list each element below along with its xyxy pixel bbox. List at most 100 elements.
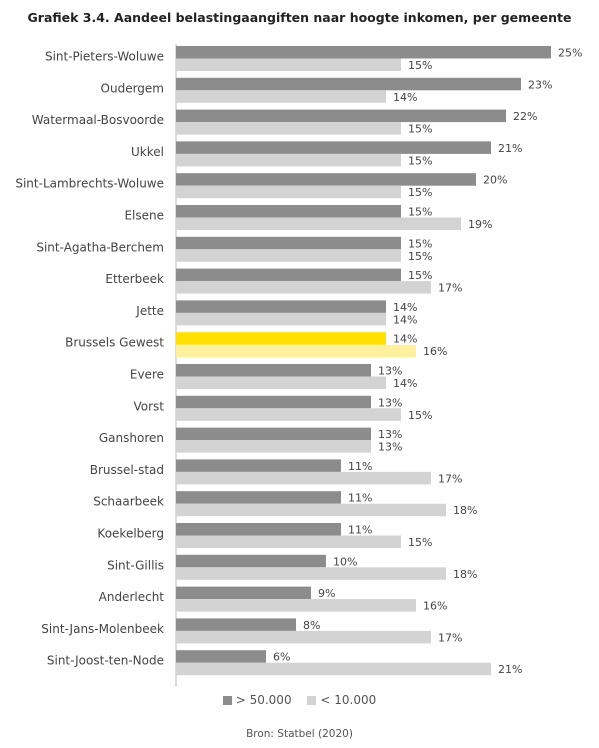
category-label: Etterbeek (105, 272, 164, 286)
data-label: 15% (408, 269, 432, 282)
bar-series-2 (176, 503, 446, 517)
category-label: Brussel-stad (90, 463, 164, 477)
data-label: 13% (378, 396, 402, 409)
bar-series-1 (176, 300, 386, 313)
category-label: Schaarbeek (93, 495, 164, 509)
bar-series-1 (176, 205, 401, 218)
bar-series-2 (176, 408, 401, 421)
data-label: 15% (408, 186, 432, 199)
data-label: 17% (438, 631, 462, 644)
bar-series-2 (176, 312, 386, 326)
bar-series-2 (176, 535, 401, 548)
data-label: 15% (408, 250, 432, 263)
data-label: 25% (558, 47, 582, 60)
bar-series-1 (176, 491, 341, 504)
legend-label-series-1: > 50.000 (235, 693, 292, 707)
category-label: Vorst (133, 399, 164, 413)
category-label: Sint-Joost-ten-Node (47, 654, 164, 668)
legend-label-series-2: < 10.000 (320, 693, 377, 707)
legend-item-series-1: > 50.000 (222, 693, 296, 707)
category-label: Oudergem (101, 81, 164, 95)
data-label: 15% (408, 536, 432, 549)
data-label: 15% (408, 123, 432, 136)
chart-title: Grafiek 3.4. Aandeel belastingaangiften … (27, 10, 572, 25)
category-label: Sint-Jans-Molenbeek (41, 622, 164, 636)
category-label: Elsene (124, 209, 164, 223)
data-label: 20% (483, 174, 507, 187)
bar-series-2 (176, 471, 431, 485)
data-label: 17% (438, 282, 462, 295)
bar-series-2 (176, 599, 416, 612)
data-label: 15% (408, 237, 432, 250)
data-label: 19% (468, 218, 492, 231)
bar-series-1 (176, 364, 371, 377)
data-label: 14% (393, 301, 417, 314)
category-label: Ganshoren (99, 431, 164, 445)
data-label: 22% (513, 110, 537, 123)
bar-series-1 (176, 173, 476, 186)
bar-series-1 (176, 395, 371, 409)
data-label: 21% (498, 663, 522, 676)
legend: > 50.000 < 10.000 (0, 693, 599, 707)
bar-series-2 (176, 281, 431, 294)
bar-series-1 (176, 586, 311, 600)
data-label: 15% (408, 206, 432, 219)
data-label: 9% (318, 587, 335, 600)
bar-series-2 (176, 567, 446, 580)
data-label: 15% (408, 409, 432, 422)
bar-series-1 (176, 650, 266, 663)
category-label: Evere (130, 368, 164, 382)
category-label: Koekelberg (97, 527, 164, 541)
bar-series-2 (176, 122, 401, 135)
bar-series-1 (176, 46, 551, 59)
bar-series-1 (176, 618, 296, 631)
data-label: 11% (348, 492, 372, 505)
bar-series-1 (176, 523, 341, 536)
category-label: Anderlecht (99, 590, 165, 604)
data-label: 13% (378, 365, 402, 378)
bar-series-2 (176, 249, 401, 262)
category-label: Sint-Lambrechts-Woluwe (15, 177, 164, 191)
data-label: 18% (453, 504, 477, 517)
data-label: 14% (393, 91, 417, 104)
category-label: Watermaal-Bosvoorde (32, 113, 164, 127)
data-label: 17% (438, 472, 462, 485)
data-label: 15% (408, 154, 432, 167)
data-label: 16% (423, 600, 447, 613)
category-label: Sint-Agatha-Berchem (36, 240, 164, 254)
category-label: Jette (135, 304, 164, 318)
bar-series-2 (176, 90, 386, 103)
bar-series-1 (176, 554, 326, 568)
legend-item-series-2: < 10.000 (307, 693, 376, 707)
data-label: 14% (393, 313, 417, 326)
data-label: 16% (423, 345, 447, 358)
bar-series-1 (176, 141, 491, 154)
data-label: 14% (393, 333, 417, 346)
bar-series-2 (176, 153, 401, 167)
data-label: 18% (453, 568, 477, 581)
bar-series-1 (176, 427, 371, 441)
data-label: 13% (378, 428, 402, 441)
bar-series-2 (176, 217, 461, 230)
source-note: Bron: Statbel (2020) (246, 728, 353, 740)
legend-swatch-series-2 (307, 696, 317, 705)
bar-series-2 (176, 58, 401, 71)
bar-series-1 (176, 236, 401, 250)
data-label: 15% (408, 59, 432, 72)
legend-swatch-series-1 (222, 696, 232, 705)
category-label: Brussels Gewest (65, 336, 164, 350)
bar-series-2 (176, 440, 371, 453)
bar-series-1 (176, 109, 506, 123)
bar-series-2 (176, 344, 416, 358)
data-label: 11% (348, 460, 372, 473)
data-label: 14% (393, 377, 417, 390)
bar-series-2 (176, 662, 491, 676)
bar-series-1 (176, 332, 386, 345)
bar-series-1 (176, 459, 341, 472)
bar-series-2 (176, 376, 386, 389)
data-label: 11% (348, 524, 372, 537)
data-label: 8% (303, 619, 320, 632)
bar-series-2 (176, 185, 401, 199)
category-label: Ukkel (131, 145, 164, 159)
